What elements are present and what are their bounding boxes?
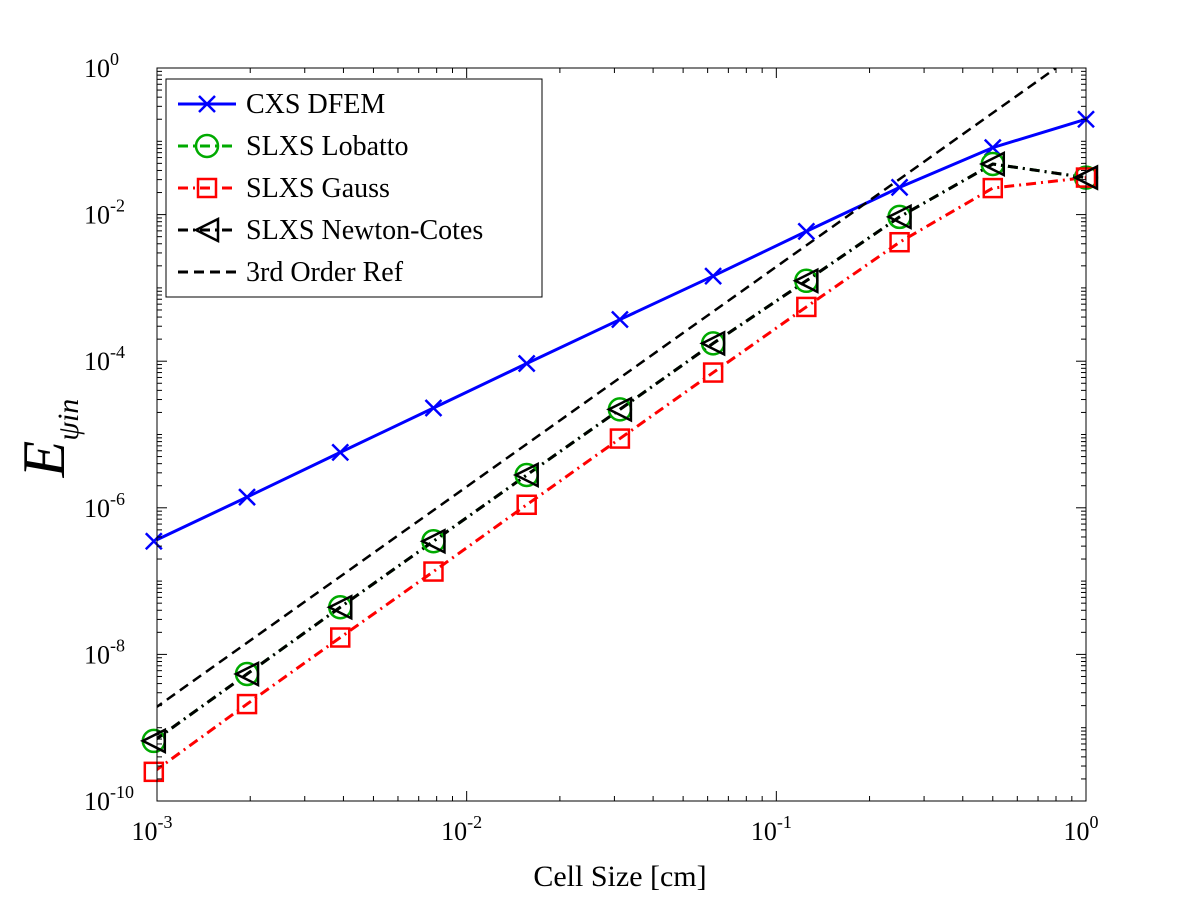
- legend-swatch-marker: [196, 177, 218, 199]
- series-0-point: [424, 399, 443, 417]
- legend-swatch-marker: [194, 133, 220, 159]
- series-0-point: [983, 138, 1002, 157]
- series-2-point: [236, 693, 258, 715]
- y-tick-label: 10-4: [84, 342, 125, 376]
- y-axis-label: Eψin: [11, 399, 85, 479]
- series-2-point: [609, 428, 631, 449]
- series-2-point: [329, 627, 351, 648]
- legend-label: CXS DFEM: [246, 89, 385, 120]
- series-3-point: [606, 396, 633, 423]
- series-line-3: [157, 162, 1086, 741]
- y-tick-label: 10-8: [84, 635, 125, 669]
- series-0-point: [517, 354, 536, 373]
- tick-label-layer: 10-3 10-2 10-1 100 10-10 10-8 10-6 10-4 10-2 100: [84, 49, 1099, 846]
- series-3-point: [699, 330, 726, 357]
- series-0-point: [238, 488, 256, 506]
- series-2-point: [796, 296, 817, 318]
- x-tick-label: 10-3: [132, 812, 173, 846]
- series-layer: [157, 68, 1086, 772]
- series-3-point: [140, 727, 167, 754]
- series-3-point: [978, 150, 1006, 178]
- y-axis-label-main: E: [11, 441, 77, 479]
- series-3-point: [326, 594, 353, 621]
- marker-layer: [140, 110, 1099, 783]
- series-0-point: [331, 443, 350, 462]
- series-line-4: [157, 68, 1057, 709]
- x-tick-label: 100: [1064, 812, 1099, 846]
- y-tick-label: 100: [84, 49, 119, 83]
- legend-swatch-marker: [193, 216, 220, 244]
- legend-label: SLXS Gauss: [246, 173, 390, 204]
- series-3-point: [885, 203, 912, 230]
- series-2-point: [143, 761, 165, 783]
- series-line-2: [157, 176, 1086, 772]
- svg-text:Eψin: Eψin: [11, 399, 85, 479]
- series-2-point: [889, 231, 910, 253]
- axes-layer: [156, 67, 1087, 802]
- series-0-point: [890, 178, 909, 197]
- series-3-point: [512, 462, 539, 489]
- legend-swatch-marker: [198, 95, 216, 113]
- series-2-point: [423, 561, 444, 582]
- series-2-point: [516, 494, 537, 516]
- legend-label: 3rd Order Ref: [246, 257, 404, 288]
- legend-label: SLXS Newton-Cotes: [246, 215, 483, 246]
- y-tick-label: 10-10: [84, 782, 134, 816]
- series-3-point: [792, 267, 819, 294]
- series-3-point: [233, 660, 260, 688]
- legend: CXS DFEM SLXS Lobatto SLXS Gauss SLXS Newto…: [165, 78, 543, 298]
- legend-label: SLXS Lobatto: [246, 131, 409, 162]
- x-tick-label: 10-1: [751, 812, 792, 846]
- x-axis-label: Cell Size [cm]: [533, 860, 706, 893]
- x-tick-label: 10-2: [441, 812, 482, 846]
- series-0-point: [611, 310, 629, 329]
- series-0-point: [797, 222, 816, 241]
- y-tick-label: 10-6: [84, 489, 125, 523]
- y-axis-label-subscript: ψin: [52, 399, 85, 441]
- series-2-point: [702, 362, 724, 383]
- series-0-point: [704, 267, 723, 285]
- series-3-point: [419, 528, 446, 555]
- series-2-point: [982, 177, 1004, 199]
- y-tick-label: 10-2: [84, 196, 125, 230]
